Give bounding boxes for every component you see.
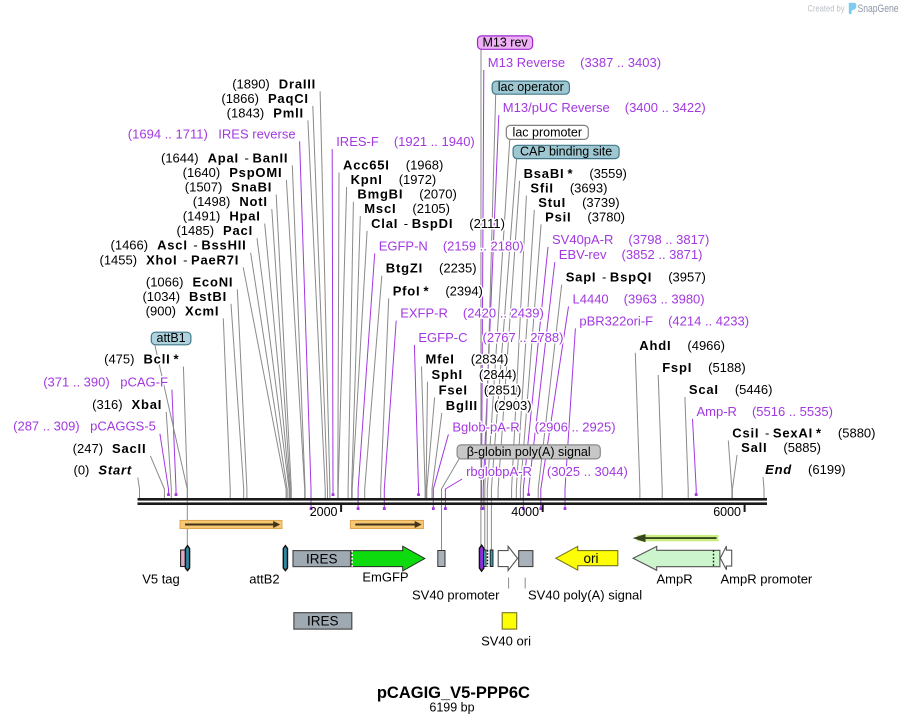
svg-text:AmpR promoter: AmpR promoter [721,572,813,587]
svg-text:(1694 .. 1711)IRES reverse: (1694 .. 1711) IRES reverse [128,126,296,141]
svg-text:6000: 6000 [713,505,741,519]
svg-text:End(6199): End (6199) [765,462,846,477]
svg-text:rbglobpA-R(3025 .. 3044): rbglobpA-R (3025 .. 3044) [466,464,628,479]
svg-text:(1640)PspOMI: (1640) PspOMI [183,165,283,180]
svg-text:CAP binding site: CAP binding site [520,145,612,159]
svg-text:EGFP-N(2159 .. 2180): EGFP-N (2159 .. 2180) [379,238,524,253]
svg-text:StuI(3739): StuI (3739) [538,195,619,210]
svg-text:attB1: attB1 [157,331,186,345]
svg-text:(1466)AscI - BssHII: (1466) AscI - BssHII [111,238,247,253]
svg-text:Created by: Created by [808,4,845,15]
svg-text:MfeI(2834): MfeI (2834) [426,351,509,366]
svg-text:BmgBI(2070): BmgBI (2070) [357,187,456,202]
svg-text:SnapGene: SnapGene [858,3,899,15]
svg-text:pBR322ori-F(4214 .. 4233): pBR322ori-F (4214 .. 4233) [579,313,749,328]
svg-text:(287 .. 309)pCAGGS-5: (287 .. 309) pCAGGS-5 [13,419,156,434]
svg-text:BsaBI*(3559): BsaBI * (3559) [524,166,627,181]
svg-text:SphI(2844): SphI (2844) [432,367,517,382]
svg-text:SV40 poly(A) signal: SV40 poly(A) signal [528,588,642,603]
svg-text:(1507)SnaBI: (1507) SnaBI [185,180,272,195]
svg-text:SapI - BspQI(3957): SapI - BspQI (3957) [566,270,706,285]
svg-text:BtgZI(2235): BtgZI (2235) [386,261,477,276]
svg-text:lac promoter: lac promoter [513,125,582,139]
svg-text:ClaI - BspDI(2111): ClaI - BspDI (2111) [371,216,505,231]
svg-text:(0)Start: (0) Start [73,462,132,477]
svg-text:attB2: attB2 [249,572,279,587]
svg-text:(1485)PacI: (1485) PacI [176,223,253,238]
svg-text:SalI(5885): SalI (5885) [741,440,821,455]
svg-text:PsiI(3780): PsiI (3780) [545,209,625,224]
svg-text:Bglob-pA-R(2906 .. 2925): Bglob-pA-R (2906 .. 2925) [452,419,615,434]
svg-text:EmGFP: EmGFP [362,570,408,585]
svg-text:4000: 4000 [511,505,539,519]
svg-text:M13 rev: M13 rev [483,35,529,49]
svg-text:SV40pA-R(3798 .. 3817): SV40pA-R (3798 .. 3817) [552,232,709,247]
svg-text:Amp-R(5516 .. 5535): Amp-R (5516 .. 5535) [697,404,833,419]
svg-text:EBV-rev(3852 .. 3871): EBV-rev (3852 .. 3871) [559,247,703,262]
svg-text:6199 bp: 6199 bp [429,701,474,715]
svg-text:EXFP-R(2420 .. 2439): EXFP-R (2420 .. 2439) [400,306,544,321]
svg-text:FseI(2851): FseI (2851) [439,382,522,397]
svg-text:SfiI(3693): SfiI (3693) [530,181,607,196]
svg-text:(475)BclI*: (475) BclI * [104,352,179,367]
svg-text:M13 Reverse(3387 .. 3403): M13 Reverse (3387 .. 3403) [488,55,661,70]
svg-text:L4440(3963 .. 3980): L4440 (3963 .. 3980) [573,292,705,307]
svg-text:lac operator: lac operator [498,80,564,94]
svg-text:SV40 promoter: SV40 promoter [412,588,500,603]
svg-text:FspI(5188): FspI (5188) [662,360,746,375]
svg-text:IRES: IRES [307,614,339,629]
svg-text:MscI(2105): MscI (2105) [364,201,450,216]
svg-text:(1066)EcoNI: (1066) EcoNI [146,274,233,289]
svg-text:M13/pUC Reverse(3400 .. 3422): M13/pUC Reverse (3400 .. 3422) [503,100,706,115]
svg-text:ori: ori [583,551,598,566]
svg-text:(1455)XhoI - PaeR7I: (1455) XhoI - PaeR7I [100,252,240,267]
svg-text:IRES: IRES [306,551,338,566]
svg-text:BglII(2903): BglII (2903) [446,398,532,413]
svg-text:(316)XbaI: (316) XbaI [92,397,162,412]
svg-text:AhdI(4966): AhdI (4966) [639,338,725,353]
svg-text:(1843)PmlI: (1843) PmlI [227,105,304,120]
svg-text:(371 .. 390)pCAG-F: (371 .. 390) pCAG-F [43,375,168,390]
svg-text:AmpR: AmpR [657,572,693,587]
svg-text:(900)XcmI: (900) XcmI [146,303,220,318]
svg-text:β-globin poly(A) signal: β-globin poly(A) signal [467,445,591,459]
svg-text:(1644)ApaI - BanII: (1644) ApaI - BanII [161,150,288,165]
svg-text:(1866)PaqCI: (1866) PaqCI [221,91,308,106]
svg-text:(1034)BstBI: (1034) BstBI [142,289,227,304]
svg-text:IRES-F(1921 .. 1940): IRES-F (1921 .. 1940) [336,134,475,149]
svg-text:(1498)NotI: (1498) NotI [193,194,268,209]
svg-text:CsiI - SexAI*(5880): CsiI - SexAI * (5880) [732,426,875,441]
svg-text:ScaI(5446): ScaI (5446) [689,382,773,397]
svg-text:V5 tag: V5 tag [142,572,180,587]
svg-text:2000: 2000 [310,505,338,519]
svg-text:pCAGIG_V5-PPP6C: pCAGIG_V5-PPP6C [377,684,530,702]
svg-text:PfoI*(2394): PfoI * (2394) [393,283,483,298]
svg-text:Acc65I(1968): Acc65I (1968) [343,158,443,173]
svg-text:(247)SacII: (247) SacII [73,441,147,456]
svg-text:EGFP-C(2767 .. 2788): EGFP-C (2767 .. 2788) [418,330,563,345]
svg-text:KpnI(1972): KpnI (1972) [351,172,437,187]
svg-text:(1491)HpaI: (1491) HpaI [183,209,261,224]
svg-text:(1890)DraIII: (1890) DraIII [232,76,316,91]
svg-text:SV40 ori: SV40 ori [481,634,531,649]
